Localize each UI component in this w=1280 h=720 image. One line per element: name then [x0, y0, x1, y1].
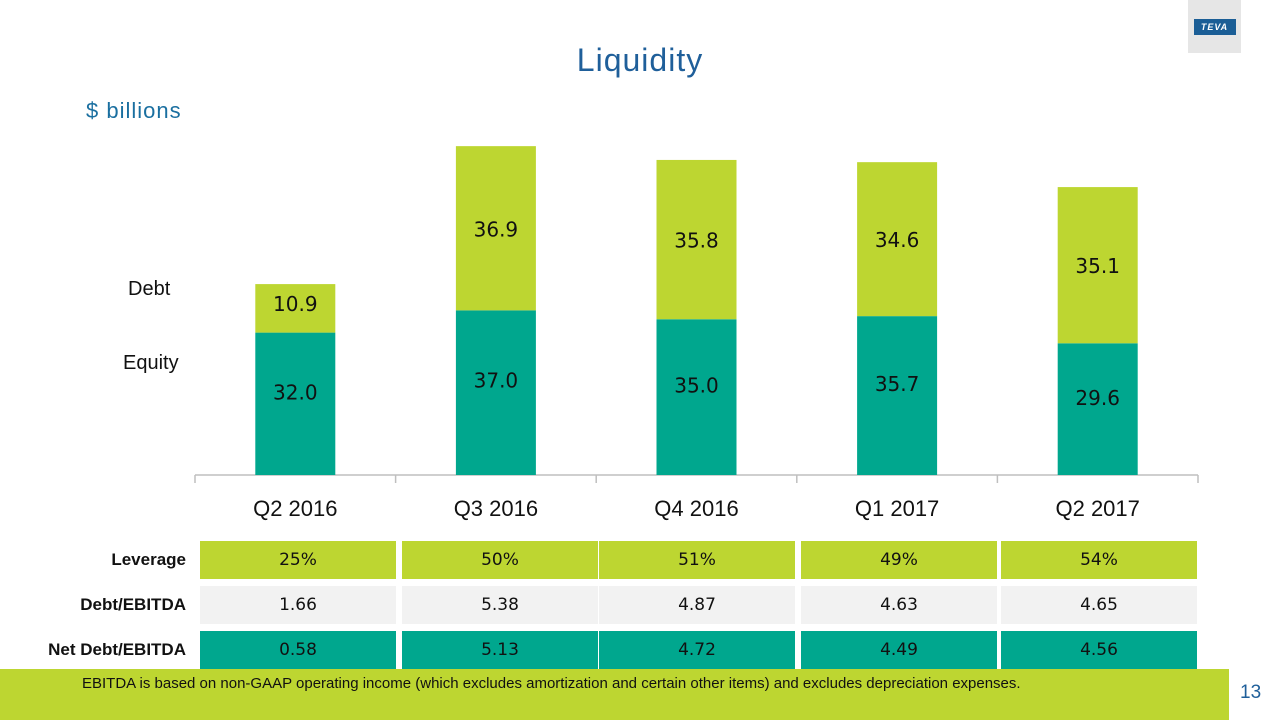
teva-logo: TEVA — [1188, 0, 1241, 53]
bar-equity — [1057, 343, 1138, 475]
metric-cell: 4.49 — [801, 631, 997, 669]
metric-label-debt-ebitda: Debt/EBITDA — [80, 595, 186, 614]
metric-cell: 50% — [402, 541, 598, 579]
data-label-debt: 35.8 — [674, 229, 719, 253]
data-label-debt: 34.6 — [875, 228, 920, 252]
metric-cell: 5.38 — [402, 586, 598, 624]
bar-debt — [857, 162, 938, 317]
metric-cell: 4.87 — [599, 586, 795, 624]
page-number: 13 — [1240, 682, 1262, 703]
data-label-debt: 36.9 — [474, 217, 519, 241]
x-tick-label: Q2 2016 — [253, 496, 337, 521]
metric-cell: 4.56 — [1001, 631, 1197, 669]
metric-cell: 4.72 — [599, 631, 795, 669]
x-tick-label: Q2 2017 — [1055, 496, 1139, 521]
metric-label-net-debt-ebitda: Net Debt/EBITDA — [48, 640, 186, 659]
data-label-equity: 29.6 — [1075, 386, 1120, 410]
footnote: EBITDA is based on non-GAAP operating in… — [82, 675, 1021, 692]
bar-equity — [656, 319, 737, 475]
data-label-equity: 37.0 — [474, 369, 519, 393]
bar-debt — [1057, 187, 1138, 344]
metric-cell: 4.63 — [801, 586, 997, 624]
data-label-equity: 32.0 — [273, 381, 318, 405]
metric-cell: 25% — [200, 541, 396, 579]
data-label-equity: 35.7 — [875, 372, 920, 396]
bar-debt — [455, 146, 536, 311]
legend-debt-label: Debt — [128, 278, 171, 300]
bar-debt — [656, 159, 737, 320]
x-tick-label: Q1 2017 — [855, 496, 939, 521]
slide-title: Liquidity — [576, 42, 704, 78]
logo-mark: TEVA — [1193, 18, 1236, 35]
x-tick-label: Q3 2016 — [454, 496, 538, 521]
metric-cell: 54% — [1001, 541, 1197, 579]
metrics-row-debt-ebitda: Debt/EBITDA 1.66 5.38 4.87 4.63 4.65 — [0, 586, 1280, 624]
metric-cell: 51% — [599, 541, 795, 579]
stacked-bar-chart: 32.0 10.9 Q2 2016 37.0 36.9 Q3 2016 35.0 35.8 Q4… — [194, 146, 1199, 521]
bar-equity — [857, 316, 938, 475]
data-label-debt: 10.9 — [273, 292, 318, 316]
data-label-debt: 35.1 — [1075, 254, 1120, 278]
metrics-row-leverage: Leverage 25% 50% 51% 49% 54% — [0, 541, 1280, 579]
bar-debt — [255, 284, 336, 333]
data-label-equity: 35.0 — [674, 373, 719, 397]
metric-cell: 4.65 — [1001, 586, 1197, 624]
footer-band: EBITDA is based on non-GAAP operating in… — [0, 669, 1229, 720]
units-label: $ billions — [86, 98, 182, 123]
metric-cell: 0.58 — [200, 631, 396, 669]
metric-cell: 5.13 — [402, 631, 598, 669]
bar-equity — [255, 332, 336, 475]
metrics-row-net-debt-ebitda: Net Debt/EBITDA 0.58 5.13 4.72 4.49 4.56 — [0, 631, 1280, 669]
metric-cell: 1.66 — [200, 586, 396, 624]
legend-equity-label: Equity — [123, 352, 179, 374]
metric-label-leverage: Leverage — [111, 550, 186, 569]
bar-equity — [455, 310, 536, 475]
metric-cell: 49% — [801, 541, 997, 579]
x-tick-label: Q4 2016 — [654, 496, 738, 521]
